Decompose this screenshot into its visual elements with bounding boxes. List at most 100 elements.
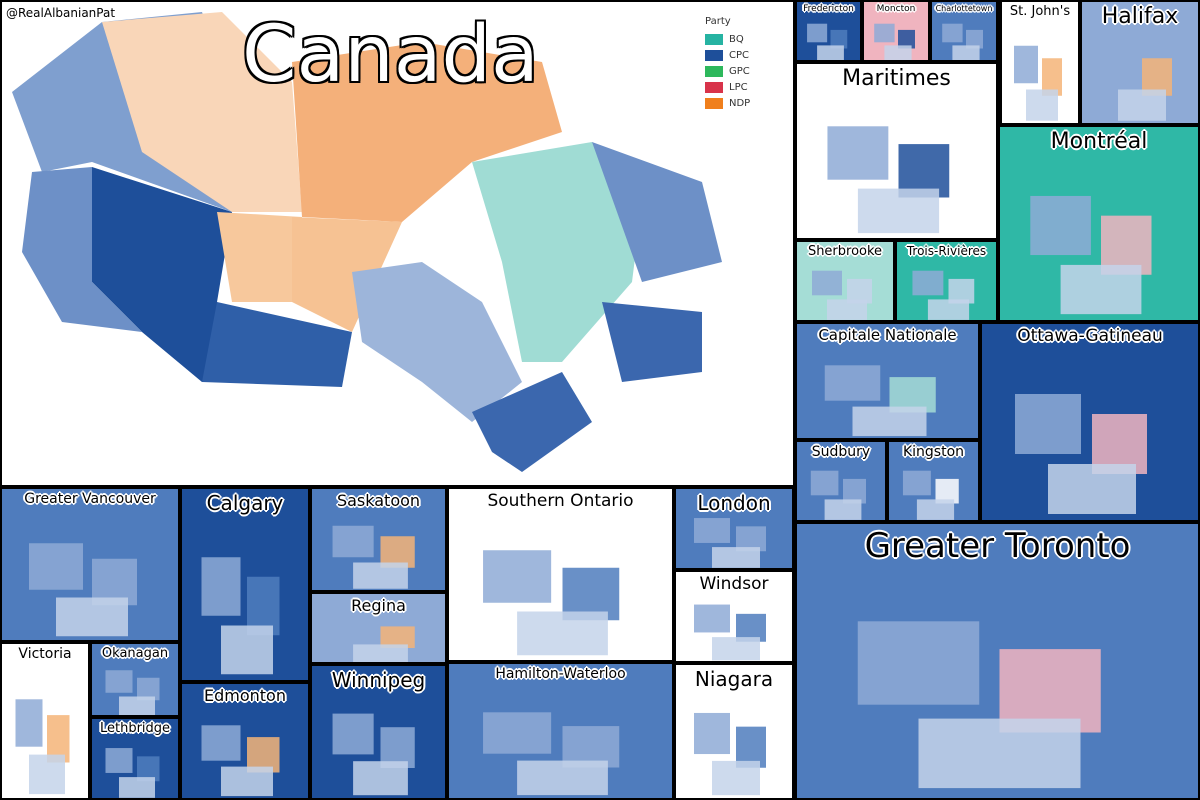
district-shape <box>1014 45 1038 84</box>
panel-label: Saskatoon <box>336 491 421 510</box>
district-shape <box>353 644 408 662</box>
inset-shapes <box>1015 394 1147 514</box>
inset-panel: Fredericton <box>795 0 862 62</box>
territory-region <box>102 12 302 212</box>
district-shape <box>942 23 963 43</box>
district-shape <box>56 597 128 637</box>
legend-label: NDP <box>729 97 751 109</box>
district-shape <box>712 547 760 568</box>
map-title: Canada <box>242 10 539 100</box>
district-shape <box>952 45 980 60</box>
legend-item: GPC <box>705 63 750 79</box>
inset-shapes <box>824 365 936 437</box>
inset-shapes <box>105 748 160 798</box>
bc-region <box>22 167 142 332</box>
sask-north <box>217 212 302 302</box>
inset-shapes <box>912 270 975 320</box>
inset-panel: Sherbrooke <box>795 240 895 322</box>
district-shape <box>852 406 927 437</box>
district-shape <box>47 715 70 763</box>
district-shape <box>847 278 872 304</box>
inset-shapes <box>902 470 959 520</box>
panel-label: Hamilton-Waterloo <box>495 666 626 682</box>
district-shape <box>874 23 895 43</box>
nunavut-region <box>292 42 562 222</box>
inset-shapes <box>810 470 866 520</box>
district-shape <box>29 754 65 795</box>
legend-item: LPC <box>705 79 750 95</box>
district-shape <box>884 45 912 60</box>
district-shape <box>517 611 608 656</box>
inset-panel: Regina <box>310 592 447 664</box>
legend-item: NDP <box>705 95 750 111</box>
legend-label: CPC <box>729 49 749 61</box>
inset-panel: Kingston <box>887 440 980 522</box>
panel-label: Montréal <box>1050 129 1148 154</box>
inset-panel: Halifax <box>1080 0 1200 125</box>
district-shape <box>1048 464 1136 514</box>
inset-shapes <box>942 23 983 60</box>
inset-panel: Ottawa-Gatineau <box>980 322 1200 522</box>
inset-panel: Capitale Nationale <box>795 322 980 440</box>
inset-shapes <box>201 557 280 675</box>
district-shape <box>918 718 1081 789</box>
district-shape <box>201 725 241 761</box>
inset-panel: Montréal <box>998 125 1200 322</box>
alberta-region <box>92 167 302 382</box>
inset-panel: Okanagan <box>90 642 180 717</box>
legend-label: BQ <box>729 33 744 45</box>
district-shape <box>807 23 828 43</box>
district-shape <box>483 550 552 603</box>
district-shape <box>332 713 374 755</box>
district-shape <box>119 777 155 798</box>
inset-shapes <box>1100 45 1172 121</box>
inset-shapes <box>857 621 1101 789</box>
panel-label: Calgary <box>206 491 284 515</box>
inset-shapes <box>694 712 766 796</box>
panel-label: Maritimes <box>842 66 951 91</box>
district-shape <box>830 29 848 49</box>
quebec-region <box>472 142 642 362</box>
legend-item: BQ <box>705 31 750 47</box>
district-shape <box>332 619 374 641</box>
inset-panel: St. John's <box>1000 0 1080 125</box>
panel-label: Regina <box>351 596 406 615</box>
district-shape <box>353 761 408 796</box>
district-shape <box>105 670 133 693</box>
district-shape <box>562 726 620 768</box>
district-shape <box>517 760 608 796</box>
district-shape <box>1026 89 1058 121</box>
district-shape <box>1118 89 1166 121</box>
panel-label: Halifax <box>1101 4 1179 29</box>
district-shape <box>927 299 970 320</box>
prairie-south <box>202 302 352 387</box>
district-shape <box>824 499 862 520</box>
district-shape <box>221 625 273 675</box>
canada-map: Canada @RealAlbanianPat Party BQ CPC GPC LP… <box>0 0 795 487</box>
inset-shapes <box>694 604 766 661</box>
district-shape <box>712 637 760 661</box>
district-shape <box>736 526 766 552</box>
district-shape <box>29 543 83 590</box>
inset-shapes <box>1030 195 1152 315</box>
inset-shapes <box>15 699 70 795</box>
legend-swatch <box>705 97 723 109</box>
district-shape <box>119 696 155 715</box>
panel-label: Moncton <box>876 4 916 14</box>
legend-swatch <box>705 65 723 77</box>
manitoba-north <box>292 217 402 332</box>
inset-panel: Greater Vancouver <box>0 487 180 642</box>
district-shape <box>105 748 133 773</box>
district-shape <box>935 478 959 504</box>
inset-panel: Charlottetown <box>930 0 998 62</box>
legend-title: Party <box>705 16 731 27</box>
district-shape <box>999 649 1101 733</box>
inset-shapes <box>807 23 848 60</box>
inset-panel: London <box>674 487 794 570</box>
district-shape <box>812 270 842 296</box>
legend-swatch <box>705 49 723 61</box>
district-shape <box>857 621 980 705</box>
panel-label: Victoria <box>18 646 72 662</box>
district-shape <box>1060 264 1142 315</box>
